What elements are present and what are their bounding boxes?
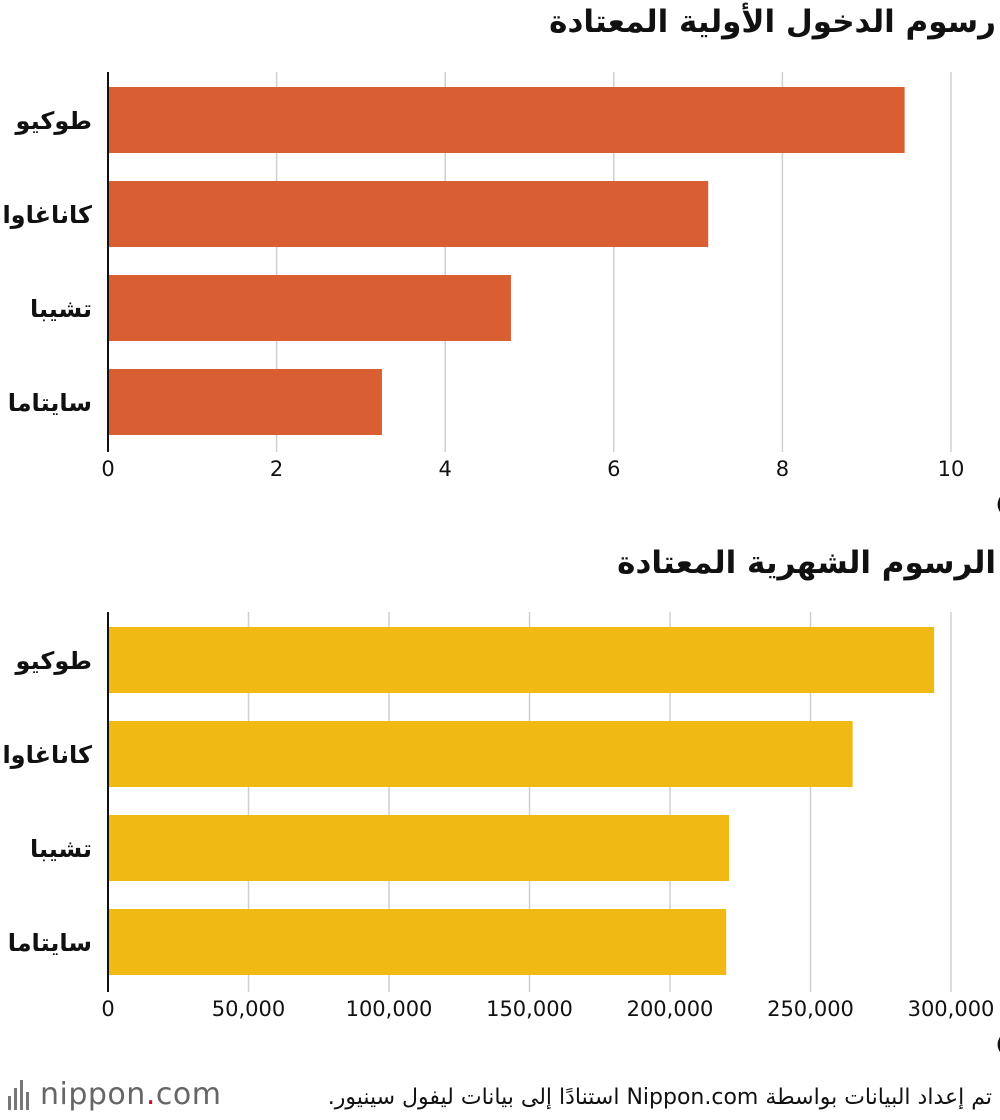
logo-bars-icon — [8, 1079, 30, 1110]
x-tick-label: 50,000 — [212, 997, 285, 1021]
monthly-fees-bar-chart: 0 50,000 100,000 150,000 200,000 250,000 300,0… — [2, 612, 1000, 1055]
logo-dot: . — [145, 1077, 156, 1112]
x-tick-label: 250,000 — [767, 997, 854, 1021]
logo-text-main: nippon — [40, 1077, 146, 1112]
x-tick-label: 150,000 — [486, 997, 573, 1021]
x-tick-label: 0 — [101, 997, 114, 1021]
x-tick-label: 2 — [270, 457, 283, 481]
source-note: تم إعداد البيانات بواسطة Nippon.com استن… — [327, 1085, 992, 1110]
bar-0 — [108, 87, 905, 153]
category-label: سايتاما — [8, 929, 92, 957]
x-tick-label: 300,000 — [908, 997, 995, 1021]
bar-1 — [108, 181, 709, 247]
category-label: تشيبا — [30, 835, 92, 863]
category-label: طوكيو — [15, 647, 92, 675]
category-label: كاناغاوا — [2, 201, 92, 229]
x-tick-label: 100,000 — [346, 997, 433, 1021]
unit-label: (ين) — [996, 1034, 1000, 1055]
bar-2 — [108, 815, 730, 881]
logo-text-tail: com — [155, 1077, 222, 1112]
category-label: طوكيو — [15, 107, 92, 135]
bar-1 — [108, 721, 853, 787]
category-label: تشيبا — [30, 295, 92, 323]
nippon-logo: nippon. com — [8, 1077, 221, 1112]
category-label: سايتاما — [8, 389, 92, 417]
bar-0 — [108, 627, 935, 693]
chart-title-monthly-fees: الرسوم الشهرية المعتادة — [617, 545, 996, 581]
x-tick-label: 6 — [607, 457, 620, 481]
chart-title-initial-fees: رسوم الدخول الأولية المعتادة — [549, 4, 996, 40]
unit-label: (مليون ين) — [996, 494, 1000, 515]
bar-3 — [108, 369, 382, 435]
x-tick-label: 4 — [439, 457, 452, 481]
category-label: كاناغاوا — [2, 741, 92, 769]
x-tick-label: 0 — [101, 457, 114, 481]
x-tick-label: 10 — [938, 457, 965, 481]
x-tick-label: 200,000 — [627, 997, 714, 1021]
bar-2 — [108, 275, 511, 341]
initial-fees-bar-chart: 0 2 4 6 8 10 طوكيو كاناغاوا تشيبا سايتاما (مليون ي… — [2, 72, 1000, 515]
x-tick-label: 8 — [776, 457, 789, 481]
bar-3 — [108, 909, 727, 975]
